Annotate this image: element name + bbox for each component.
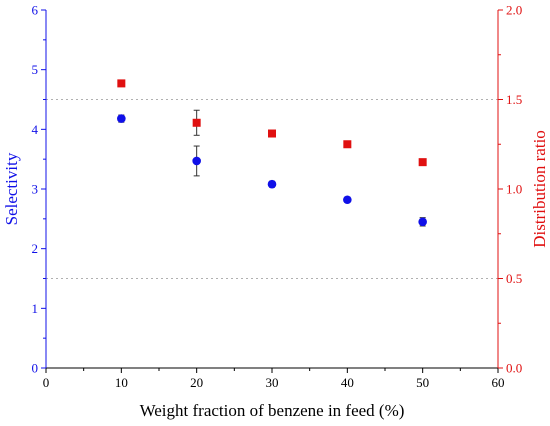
right-y-tick-label: 0.0 (506, 361, 522, 376)
reference-lines (46, 99, 498, 279)
left-y-tick-label: 2 (32, 241, 39, 256)
x-axis-title: Weight fraction of benzene in feed (%) (140, 401, 405, 420)
x-tick-label: 40 (341, 375, 354, 390)
x-tick-label: 20 (190, 375, 203, 390)
distribution-ratio-point (192, 118, 201, 127)
distribution-ratio-point (268, 129, 276, 138)
distribution-ratio-point (418, 158, 427, 167)
left-y-tick-label: 6 (32, 3, 39, 18)
selectivity-point (343, 195, 352, 205)
left-y-tick-label: 0 (32, 361, 39, 376)
right-y-tick-label: 0.5 (506, 271, 522, 286)
selectivity-point (418, 217, 427, 227)
right-y-tick-label: 1.5 (506, 92, 522, 107)
selectivity-point (192, 156, 201, 166)
data-marks (117, 79, 427, 227)
distribution-ratio-point (117, 79, 126, 88)
x-tick-label: 60 (492, 375, 505, 390)
left-y-tick-label: 4 (32, 122, 39, 137)
left-y-tick-label: 5 (32, 62, 39, 77)
axes: 0 10 20 30 40 50 60 0 1 2 3 4 5 6 0.0 0.5 1.0 1.5 2.0 (32, 3, 523, 391)
left-y-tick-label: 1 (32, 301, 39, 316)
x-tick-label: 30 (266, 375, 279, 390)
x-tick-label: 0 (43, 375, 50, 390)
selectivity-point (267, 179, 277, 189)
distribution-ratio-point (343, 140, 352, 149)
x-tick-label: 50 (416, 375, 429, 390)
right-y-tick-label: 1.0 (506, 182, 522, 197)
left-y-tick-label: 3 (32, 182, 39, 197)
left-y-axis-title: Selectivity (2, 152, 21, 225)
selectivity-point (117, 114, 126, 123)
x-tick-label: 10 (115, 375, 128, 390)
right-y-tick-label: 2.0 (506, 3, 522, 18)
right-y-axis-title: Distribution ratio (530, 130, 549, 248)
